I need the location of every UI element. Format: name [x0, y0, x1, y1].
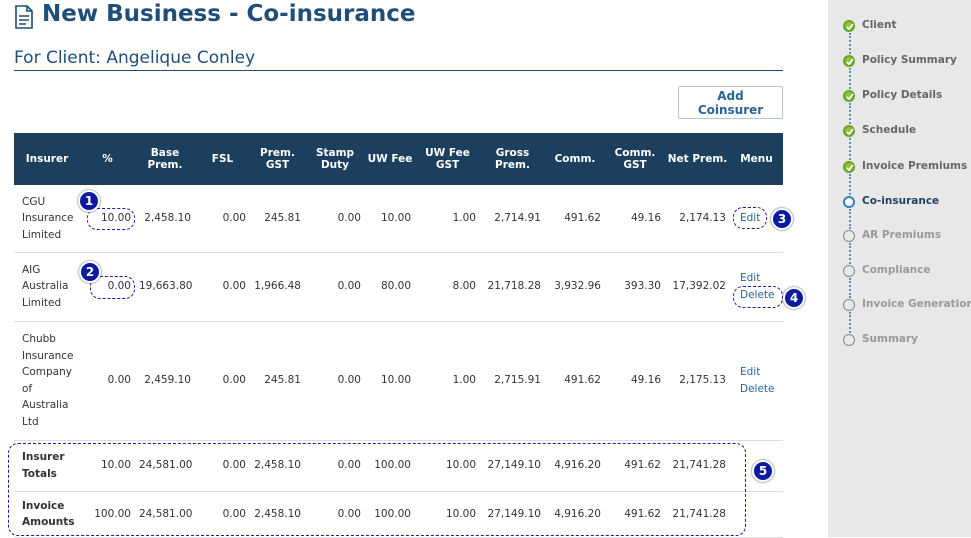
- progress-sidebar: Client Policy Summary Policy Details Schedu…: [828, 0, 971, 537]
- step-icon: [843, 161, 855, 173]
- menu-cell: EditDelete: [730, 321, 783, 440]
- step-icon: [843, 196, 855, 208]
- step-icon: [843, 265, 855, 277]
- cell: 0.00: [305, 321, 365, 440]
- cell: 19,663.80: [135, 252, 195, 321]
- cell: 1.00: [415, 321, 480, 440]
- step-icon: [843, 20, 855, 32]
- page-title: New Business - Co-insurance: [42, 1, 416, 27]
- step-connector: [849, 68, 851, 89]
- cell: 245.81: [250, 185, 305, 252]
- cell: 2,714.91: [480, 185, 545, 252]
- step-label[interactable]: Client: [862, 19, 897, 31]
- step-connector: [849, 312, 851, 333]
- column-header: %: [80, 133, 135, 185]
- cell: 491.62: [545, 321, 605, 440]
- column-header: Prem. GST: [250, 133, 305, 185]
- step-connector: [849, 103, 851, 124]
- insurer-name: CGU Insurance Limited: [14, 185, 80, 252]
- step-label[interactable]: Summary: [862, 333, 918, 345]
- cell: 491.62: [545, 185, 605, 252]
- column-header: Stamp Duty: [305, 133, 365, 185]
- column-header: Net Prem.: [665, 133, 730, 185]
- cell: 2,715.91: [480, 321, 545, 440]
- column-header: FSL: [195, 133, 250, 185]
- column-header: Comm. GST: [605, 133, 665, 185]
- cell: 0.00: [195, 185, 250, 252]
- cell: 0.00: [305, 252, 365, 321]
- cell: 17,392.02: [665, 252, 730, 321]
- callout-number: 1: [78, 190, 100, 212]
- step-icon: [843, 299, 855, 311]
- step-label[interactable]: Invoice Generation: [862, 298, 971, 310]
- step-connector: [849, 278, 851, 298]
- step-label[interactable]: Schedule: [862, 124, 916, 136]
- cell: 245.81: [250, 321, 305, 440]
- highlight: [8, 443, 746, 536]
- column-header: Insurer: [14, 133, 80, 185]
- cell: 49.16: [605, 185, 665, 252]
- column-header: Base Prem.: [135, 133, 195, 185]
- insurer-name: AIG Australia Limited: [14, 252, 80, 321]
- step-connector: [849, 138, 851, 160]
- cell: 49.16: [605, 321, 665, 440]
- subtitle: For Client: Angelique Conley: [14, 48, 255, 68]
- cell: 0.00: [305, 185, 365, 252]
- column-header: UW Fee GST: [415, 133, 480, 185]
- column-header: UW Fee: [365, 133, 415, 185]
- step-label[interactable]: AR Premiums: [862, 229, 941, 241]
- highlight: [733, 286, 783, 308]
- add-coinsurer-button[interactable]: Add Coinsurer: [678, 86, 783, 119]
- cell: 2,174.13: [665, 185, 730, 252]
- callout-number: 5: [752, 460, 774, 482]
- callout-number: 2: [79, 261, 101, 283]
- cell: 8.00: [415, 252, 480, 321]
- cell: 10.00: [365, 321, 415, 440]
- step-connector: [849, 33, 851, 54]
- document-icon: [14, 5, 34, 29]
- step-icon: [843, 90, 855, 102]
- step-label[interactable]: Policy Summary: [862, 54, 957, 66]
- step-label[interactable]: Compliance: [862, 264, 930, 276]
- column-header: Comm.: [545, 133, 605, 185]
- callout-number: 4: [783, 287, 805, 309]
- highlight: [87, 208, 135, 230]
- step-label[interactable]: Co-insurance: [862, 195, 939, 207]
- divider: [14, 70, 783, 71]
- step-label[interactable]: Policy Details: [862, 89, 942, 101]
- cell: 1.00: [415, 185, 480, 252]
- cell: 1,966.48: [250, 252, 305, 321]
- cell: 0.00: [195, 321, 250, 440]
- cell: 21,718.28: [480, 252, 545, 321]
- highlight: [733, 207, 767, 229]
- cell: 80.00: [365, 252, 415, 321]
- cell: 2,459.10: [135, 321, 195, 440]
- step-label[interactable]: Invoice Premiums: [862, 160, 967, 172]
- menu-link[interactable]: Edit: [740, 270, 779, 287]
- cell: 2,175.13: [665, 321, 730, 440]
- step-icon: [843, 55, 855, 67]
- callout-number: 3: [771, 208, 793, 230]
- cell: 10.00: [365, 185, 415, 252]
- menu-link[interactable]: Edit: [740, 364, 779, 381]
- step-connector: [849, 243, 851, 264]
- step-connector: [849, 209, 851, 229]
- step-connector: [849, 174, 851, 195]
- step-icon: [843, 125, 855, 137]
- cell: 393.30: [605, 252, 665, 321]
- insurer-name: Chubb Insurance Company of Australia Ltd: [14, 321, 80, 440]
- menu-link[interactable]: Delete: [740, 381, 779, 398]
- step-icon: [843, 334, 855, 346]
- column-header: Menu: [730, 133, 783, 185]
- cell: 2,458.10: [135, 185, 195, 252]
- step-icon: [843, 230, 855, 242]
- cell: 0.00: [195, 252, 250, 321]
- column-header: Gross Prem.: [480, 133, 545, 185]
- cell: 0.00: [80, 321, 135, 440]
- cell: 3,932.96: [545, 252, 605, 321]
- table-row: Chubb Insurance Company of Australia Ltd…: [14, 321, 783, 440]
